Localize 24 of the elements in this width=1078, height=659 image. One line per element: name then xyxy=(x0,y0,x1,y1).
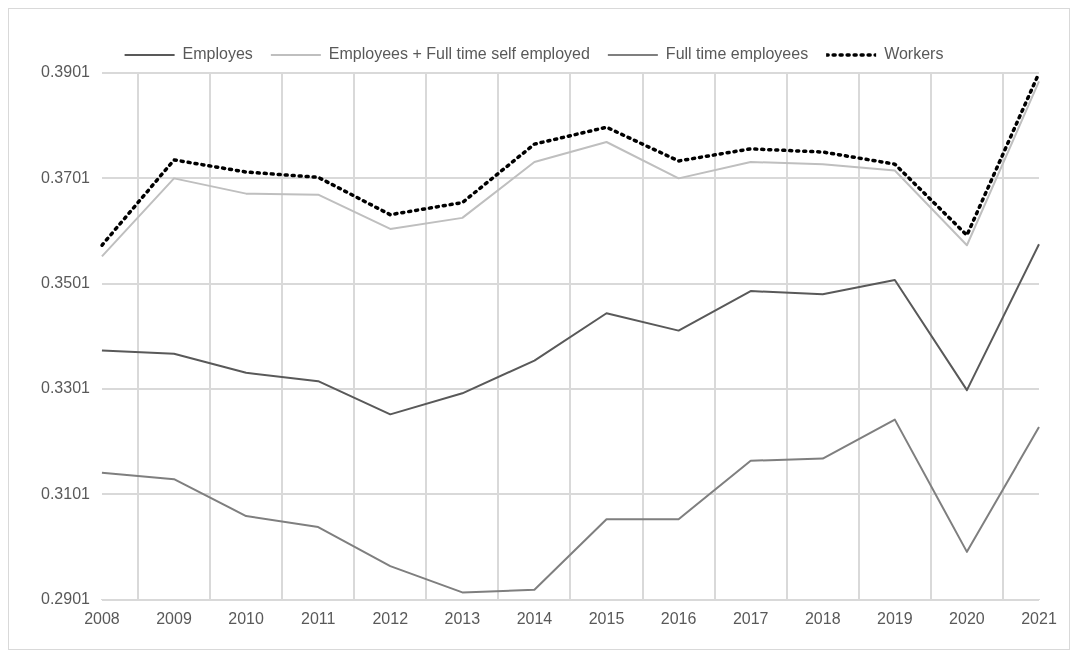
x-tick-label: 2008 xyxy=(84,609,120,627)
x-tick-label: 2020 xyxy=(949,609,985,627)
legend-label: Workers xyxy=(884,45,944,63)
y-tick-label: 0.3901 xyxy=(41,63,91,81)
y-tick-label: 0.3501 xyxy=(41,274,91,292)
x-tick-label: 2018 xyxy=(804,609,841,627)
x-tick-label: 2013 xyxy=(444,609,481,627)
x-tick-label: 2015 xyxy=(588,609,625,627)
legend-label: Employes xyxy=(182,45,253,63)
x-tick-label: 2014 xyxy=(516,609,553,627)
x-tick-label: 2012 xyxy=(372,609,409,627)
x-tick-label: 2019 xyxy=(877,609,913,627)
x-tick-label: 2021 xyxy=(1021,609,1057,627)
x-tick-label: 2011 xyxy=(300,609,336,627)
y-tick-label: 0.3301 xyxy=(41,379,91,397)
x-tick-label: 2016 xyxy=(660,609,697,627)
x-tick-label: 2017 xyxy=(732,609,769,627)
legend-label: Employees + Full time self employed xyxy=(328,45,590,63)
legend-label: Full time employees xyxy=(665,45,809,63)
y-tick-label: 0.2901 xyxy=(41,590,91,608)
x-tick-label: 2010 xyxy=(228,609,264,627)
y-tick-label: 0.3701 xyxy=(41,168,91,186)
y-tick-label: 0.3101 xyxy=(41,484,91,502)
x-tick-label: 2009 xyxy=(156,609,192,627)
